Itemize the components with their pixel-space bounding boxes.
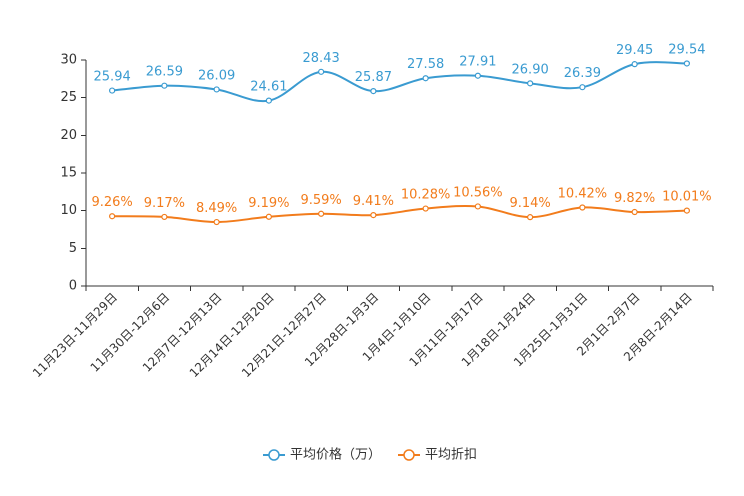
- data-point: [422, 75, 429, 82]
- data-label: 24.61: [250, 80, 287, 95]
- data-label: 10.01%: [662, 190, 712, 205]
- data-point: [631, 208, 638, 216]
- data-label: 9.82%: [614, 191, 655, 206]
- data-label: 26.59: [146, 65, 183, 80]
- data-point: [474, 72, 481, 79]
- data-point: [109, 213, 116, 220]
- data-point: [631, 61, 638, 68]
- y-axis-tick-label: 15: [60, 166, 77, 181]
- y-axis-tick-label: 30: [60, 53, 77, 68]
- series-line: [111, 204, 688, 224]
- data-label: 29.54: [668, 42, 705, 57]
- y-axis-tick-label: 25: [60, 90, 77, 105]
- data-point: [161, 213, 168, 221]
- legend-label-average-discount: 平均折扣: [425, 448, 477, 463]
- data-label: 9.17%: [144, 196, 185, 211]
- data-label: 9.26%: [91, 195, 132, 210]
- data-label: 9.19%: [248, 196, 289, 211]
- data-point: [265, 97, 272, 104]
- legend-circle-icon: [268, 449, 280, 461]
- data-point: [422, 205, 429, 212]
- data-label: 27.91: [459, 55, 496, 70]
- data-label: 9.59%: [300, 193, 341, 208]
- data-point: [265, 213, 272, 220]
- data-label: 26.09: [198, 68, 235, 83]
- y-axis-tick-label: 20: [60, 128, 77, 143]
- data-label: 9.41%: [353, 194, 394, 209]
- data-point: [213, 86, 220, 93]
- legend: 平均价格（万） 平均折扣: [263, 447, 477, 463]
- data-label: 9.14%: [509, 196, 550, 211]
- data-point: [474, 203, 481, 210]
- data-label: 10.56%: [453, 185, 503, 200]
- legend-item-average-price[interactable]: 平均价格（万）: [263, 447, 381, 463]
- x-axis-tick-label: 11月23日-11月29日: [30, 290, 120, 380]
- data-label: 8.49%: [196, 201, 237, 216]
- data-point: [161, 82, 168, 89]
- data-point: [683, 207, 690, 214]
- data-point: [370, 212, 377, 219]
- data-point: [213, 218, 220, 226]
- data-point: [318, 68, 325, 75]
- data-point: [527, 214, 534, 221]
- data-point: [370, 88, 377, 95]
- legend-circle-icon: [403, 449, 415, 461]
- data-point: [683, 60, 690, 67]
- data-label: 25.94: [94, 70, 131, 85]
- data-label: 10.28%: [401, 188, 451, 203]
- data-label: 28.43: [303, 51, 340, 66]
- y-axis-tick-label: 0: [69, 279, 77, 294]
- data-label: 10.42%: [558, 187, 608, 202]
- data-label: 25.87: [355, 70, 392, 85]
- data-point: [109, 87, 116, 94]
- series-layer: 25.94 26.59 26.09 24.61 28.43 25.87 27.58 27.91…: [91, 42, 712, 226]
- data-point: [579, 204, 586, 211]
- data-label: 27.58: [407, 57, 444, 72]
- data-label: 26.90: [512, 62, 549, 77]
- series-0: 25.94 26.59 26.09 24.61 28.43 25.87 27.58 27.91…: [94, 42, 705, 104]
- data-point: [318, 210, 325, 217]
- data-label: 29.45: [616, 43, 653, 58]
- data-point: [527, 80, 534, 87]
- y-axis-tick-label: 5: [69, 241, 77, 256]
- y-axis-tick-label: 10: [60, 203, 77, 218]
- series-1: 9.26% 9.17% 8.49% 9.19% 9.59% 9.41% 10.28% 10.5…: [91, 185, 712, 226]
- legend-label-average-price: 平均价格（万）: [290, 447, 381, 463]
- legend-item-average-discount[interactable]: 平均折扣: [398, 448, 477, 463]
- series-line: [111, 61, 688, 103]
- data-point: [579, 84, 586, 91]
- data-label: 26.39: [564, 66, 601, 81]
